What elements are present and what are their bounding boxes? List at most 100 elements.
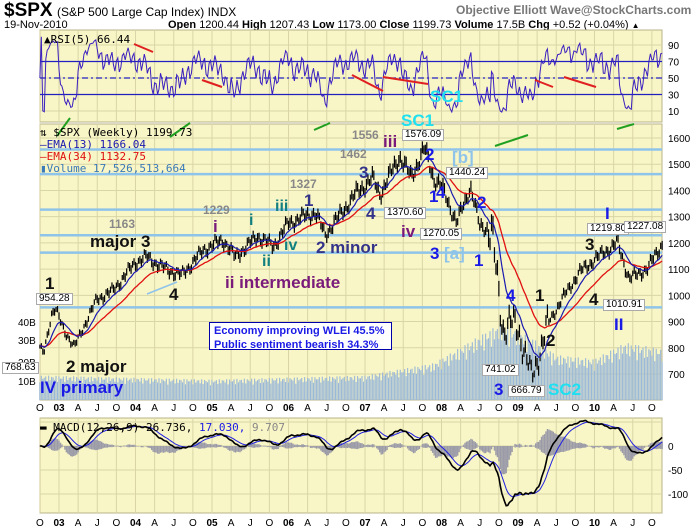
wave-label: ii intermediate (225, 273, 341, 292)
macd-histogram-bar (505, 446, 507, 474)
x-tick-label: O (265, 518, 273, 529)
volume-bar (408, 372, 410, 400)
macd-histogram-bar (604, 446, 606, 449)
macd-histogram-bar (221, 445, 223, 447)
x-tick-label: 10 (589, 518, 601, 529)
macd-histogram-bar (323, 446, 325, 453)
macd-histogram-bar (352, 442, 354, 449)
macd-histogram-bar (568, 439, 571, 451)
volume-bar (243, 378, 245, 400)
macd-histogram-bar (446, 446, 449, 457)
macd-histogram-bar (108, 444, 110, 448)
low-label: Low (312, 19, 335, 31)
macd-histogram-bar (311, 446, 313, 449)
volume-bar (202, 383, 204, 400)
volume-bar (404, 369, 406, 400)
volume-bar (258, 379, 260, 400)
macd-histogram-bar (87, 442, 90, 449)
volume-bar (73, 376, 75, 400)
x-tick-label: O (495, 403, 503, 414)
volume-bar (343, 376, 345, 400)
volume-bar (414, 366, 416, 400)
volume-bar (302, 382, 304, 400)
volume-bar (499, 323, 501, 400)
volume-bar (407, 367, 409, 400)
macd-histogram-bar (571, 441, 574, 449)
wave-label: 1556 (352, 128, 379, 142)
macd-histogram-bar (267, 446, 269, 448)
macd-histogram-bar (212, 444, 215, 448)
macd-histogram-bar (377, 446, 379, 450)
macd-histogram-bar (609, 446, 612, 450)
volume-bar (230, 381, 232, 400)
macd-histogram-bar (289, 442, 291, 449)
volume-bar (349, 376, 351, 400)
macd-histogram-bar (401, 444, 403, 448)
macd-histogram-bar (471, 439, 474, 451)
macd-histogram-bar (431, 446, 434, 453)
volume-bar (586, 367, 588, 400)
macd-histogram-bar (645, 446, 647, 447)
macd-histogram-bar (74, 446, 76, 456)
volume-bar (59, 378, 61, 400)
volume-bar (39, 382, 41, 400)
macd-histogram-bar (442, 446, 444, 455)
macd-histogram-bar (125, 445, 128, 447)
macd-histogram-bar (395, 443, 397, 448)
wave-label: 1229 (203, 203, 230, 217)
rsi-bullish-divergence-line (169, 122, 191, 138)
macd-histogram-bar (486, 446, 488, 452)
volume-bar (630, 345, 632, 400)
volume-bar (198, 380, 200, 400)
volume-bar (61, 378, 63, 400)
volume-bar (629, 356, 631, 400)
macd-histogram-bar (92, 440, 94, 450)
volume-bar (365, 379, 367, 400)
volume-bar (583, 365, 585, 400)
x-tick-label: J (401, 403, 406, 414)
volume-bar (308, 378, 310, 400)
macd-histogram-bar (514, 443, 516, 448)
wave-label: II (614, 315, 624, 334)
macd-histogram-bar (277, 446, 279, 450)
x-tick-label: J (630, 403, 635, 414)
volume-bar (289, 378, 291, 400)
rsi-bullish-divergence-line (616, 123, 635, 130)
macd-histogram-bar (287, 442, 290, 449)
volume-bar (123, 377, 125, 400)
volume-bar (158, 378, 160, 400)
volume-bar (120, 379, 122, 400)
volume-bar (155, 379, 157, 400)
wave-label: 2 (477, 193, 487, 212)
volume-bar (518, 344, 520, 400)
volume-bar (77, 378, 79, 400)
volume-bar (286, 377, 288, 400)
volume-bar (551, 365, 553, 400)
macd-histogram-bar (454, 446, 456, 457)
volume-bar (80, 376, 82, 400)
volume-bar (588, 359, 590, 400)
volume-bar (410, 369, 412, 400)
macd-histogram-bar (508, 446, 510, 460)
macd-histogram-bar (93, 440, 96, 450)
macd-histogram-bar (56, 439, 59, 451)
macd-histogram-bar (58, 440, 60, 450)
volume-bar (457, 348, 459, 400)
volume-bar (332, 377, 334, 400)
volume-bar (108, 377, 110, 400)
macd-histogram-bar (234, 446, 237, 453)
macd-histogram-bar (356, 441, 359, 450)
rsi-tick-label: 30 (668, 91, 680, 102)
volume-bar (326, 377, 328, 400)
price-callout: 1227.08 (624, 221, 667, 233)
price-callout: 741.02 (482, 364, 519, 376)
volume-bar (415, 373, 417, 400)
macd-histogram-bar (252, 443, 254, 448)
macd-histogram-bar (261, 445, 263, 447)
volume-bar (231, 381, 234, 400)
volume-bar (549, 351, 551, 400)
macd-histogram-bar (371, 444, 374, 448)
macd-histogram-bar (155, 446, 157, 453)
macd-histogram-bar (248, 444, 250, 447)
